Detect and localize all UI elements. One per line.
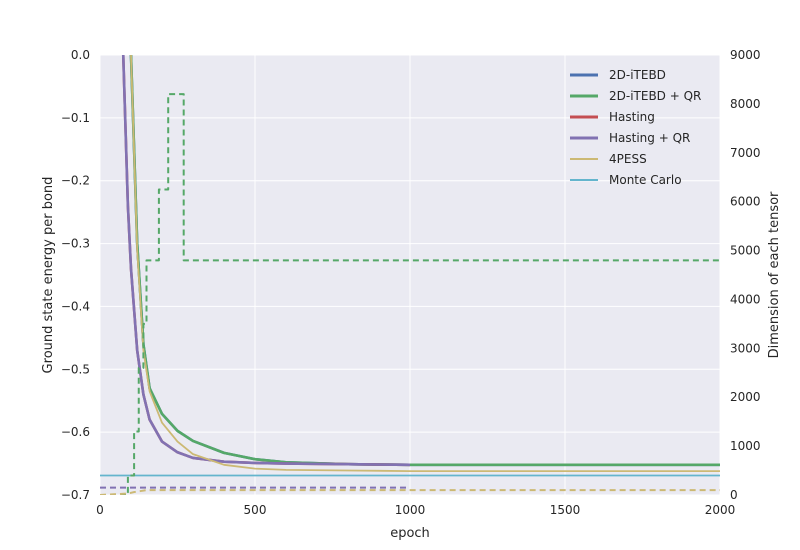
y-tick-label: 0.0 (71, 48, 90, 62)
y2-tick-label: 2000 (730, 390, 761, 404)
legend-label-monte-carlo: Monte Carlo (609, 173, 682, 187)
y2-ticks: 0 1000 2000 3000 4000 5000 6000 7000 8000 9000 (730, 48, 761, 502)
y-tick-label: −0.5 (61, 362, 90, 376)
y2-tick-label: 4000 (730, 292, 761, 306)
y-ticks: 0.0 −0.1 −0.2 −0.3 −0.4 −0.5 −0.6 −0.7 (61, 48, 90, 502)
legend-label-2d-itebd-qr: 2D-iTEBD + QR (609, 89, 701, 103)
y-tick-label: −0.4 (61, 299, 90, 313)
y2-axis-label: Dimension of each tensor (767, 191, 782, 358)
series-line-dashed-6 (100, 93, 720, 495)
legend-label-hasting: Hasting (609, 110, 655, 124)
x-tick-label: 1000 (395, 503, 426, 517)
y2-tick-label: 0 (730, 488, 738, 502)
x-tick-label: 2000 (705, 503, 736, 517)
x-axis-label: epoch (390, 526, 430, 541)
series-line-4pess (130, 55, 720, 473)
y2-tick-label: 1000 (730, 439, 761, 453)
x-tick-label: 1500 (550, 503, 581, 517)
y2-tick-label: 9000 (730, 48, 761, 62)
series-line-hasting-qr (121, 55, 411, 467)
y2-tick-label: 6000 (730, 195, 761, 209)
y-tick-label: −0.6 (61, 425, 90, 439)
y-tick-label: −0.3 (61, 237, 90, 251)
grid (99, 54, 721, 496)
plot-lines (100, 55, 720, 495)
x-tick-label: 0 (96, 503, 104, 517)
legend-label-4pess: 4PESS (609, 152, 647, 166)
series-line-dashed-7 (100, 489, 720, 495)
y2-tick-label: 5000 (730, 244, 761, 258)
legend-label-2d-itebd: 2D-iTEBD (609, 68, 666, 82)
legend: 2D-iTEBD 2D-iTEBD + QR Hasting Hasting + QR… (570, 68, 701, 187)
y-tick-label: −0.7 (61, 488, 90, 502)
y-tick-label: −0.1 (61, 111, 90, 125)
x-ticks: 0 500 1000 1500 2000 (96, 503, 735, 517)
y2-tick-label: 7000 (730, 146, 761, 160)
y2-tick-label: 8000 (730, 97, 761, 111)
x-tick-label: 500 (244, 503, 267, 517)
y-tick-label: −0.2 (61, 174, 90, 188)
y2-tick-label: 3000 (730, 341, 761, 355)
y-axis-label: Ground state energy per bond (41, 177, 56, 374)
legend-label-hasting-qr: Hasting + QR (609, 131, 690, 145)
